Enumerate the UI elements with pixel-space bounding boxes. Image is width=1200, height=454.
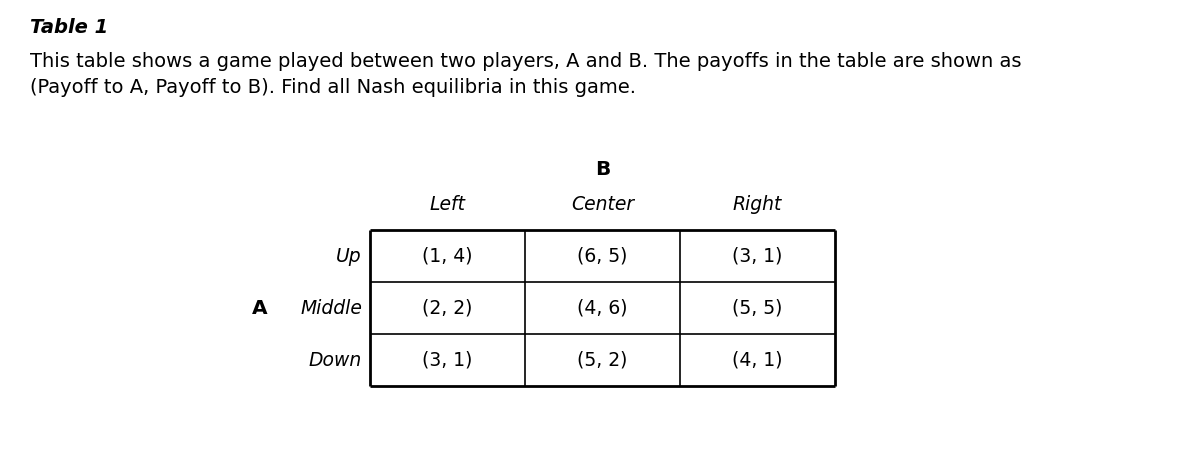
- Text: (3, 1): (3, 1): [422, 350, 473, 370]
- Text: This table shows a game played between two players, A and B. The payoffs in the : This table shows a game played between t…: [30, 52, 1021, 71]
- Text: (1, 4): (1, 4): [422, 247, 473, 266]
- Text: Right: Right: [733, 195, 782, 214]
- Text: Table 1: Table 1: [30, 18, 108, 37]
- Text: Middle: Middle: [300, 298, 362, 317]
- Text: (3, 1): (3, 1): [732, 247, 782, 266]
- Text: (6, 5): (6, 5): [577, 247, 628, 266]
- Text: Center: Center: [571, 195, 634, 214]
- Text: B: B: [595, 160, 610, 179]
- Text: (2, 2): (2, 2): [422, 298, 473, 317]
- Text: Down: Down: [308, 350, 362, 370]
- Text: (5, 2): (5, 2): [577, 350, 628, 370]
- Text: (Payoff to A, Payoff to B). Find all Nash equilibria in this game.: (Payoff to A, Payoff to B). Find all Nas…: [30, 78, 636, 97]
- Text: (4, 1): (4, 1): [732, 350, 782, 370]
- Text: A: A: [252, 298, 268, 317]
- Text: Left: Left: [430, 195, 466, 214]
- Text: (5, 5): (5, 5): [732, 298, 782, 317]
- Text: Up: Up: [336, 247, 362, 266]
- Text: (4, 6): (4, 6): [577, 298, 628, 317]
